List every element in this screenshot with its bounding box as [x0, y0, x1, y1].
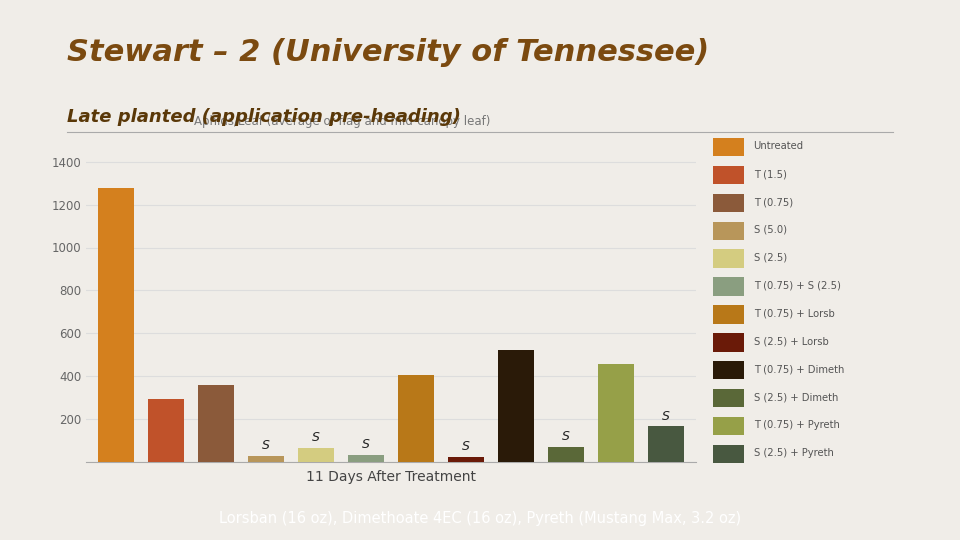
Bar — [598, 364, 634, 462]
Text: S (5.0): S (5.0) — [754, 225, 786, 235]
FancyBboxPatch shape — [712, 138, 744, 156]
FancyBboxPatch shape — [712, 305, 744, 323]
FancyBboxPatch shape — [712, 389, 744, 407]
Bar — [249, 456, 284, 462]
Text: T (0.75) + Pyreth: T (0.75) + Pyreth — [754, 420, 839, 430]
FancyBboxPatch shape — [712, 333, 744, 352]
Bar — [299, 448, 334, 462]
Text: T (0.75) + Lorsb: T (0.75) + Lorsb — [754, 309, 834, 319]
Text: S: S — [563, 430, 570, 443]
Bar — [648, 427, 684, 462]
Bar — [98, 187, 134, 462]
FancyBboxPatch shape — [712, 445, 744, 463]
Text: S (2.5) + Lorsb: S (2.5) + Lorsb — [754, 336, 828, 347]
Bar — [149, 399, 184, 462]
Text: S (2.5) + Dimeth: S (2.5) + Dimeth — [754, 393, 838, 402]
Text: Lorsban (16 oz), Dimethoate 4EC (16 oz), Pyreth (Mustang Max, 3.2 oz): Lorsban (16 oz), Dimethoate 4EC (16 oz),… — [219, 511, 741, 526]
Text: S: S — [662, 409, 670, 422]
Text: Late planted (application pre-heading): Late planted (application pre-heading) — [67, 108, 461, 126]
FancyBboxPatch shape — [712, 249, 744, 268]
Bar — [398, 375, 434, 462]
FancyBboxPatch shape — [712, 194, 744, 212]
FancyBboxPatch shape — [712, 221, 744, 240]
Text: T (0.75) + Dimeth: T (0.75) + Dimeth — [754, 364, 844, 374]
FancyBboxPatch shape — [712, 417, 744, 435]
X-axis label: 11 Days After Treatment: 11 Days After Treatment — [306, 470, 476, 484]
Bar — [498, 350, 534, 462]
Bar — [199, 384, 234, 462]
Bar — [348, 455, 384, 462]
Text: T (1.5): T (1.5) — [754, 169, 786, 179]
Text: S: S — [462, 440, 470, 453]
Text: T (0.75): T (0.75) — [754, 197, 793, 207]
Text: S (2.5): S (2.5) — [754, 253, 787, 263]
Text: Untreated: Untreated — [754, 141, 804, 151]
FancyBboxPatch shape — [712, 361, 744, 380]
Bar — [448, 457, 484, 462]
Text: S: S — [362, 438, 371, 451]
Text: S (2.5) + Pyreth: S (2.5) + Pyreth — [754, 448, 833, 458]
Text: Stewart – 2 (University of Tennessee): Stewart – 2 (University of Tennessee) — [67, 38, 709, 67]
FancyBboxPatch shape — [712, 278, 744, 296]
Bar — [548, 447, 584, 462]
FancyBboxPatch shape — [712, 166, 744, 184]
Text: S: S — [262, 440, 270, 453]
Text: T (0.75) + S (2.5): T (0.75) + S (2.5) — [754, 281, 840, 291]
Text: S: S — [312, 431, 321, 444]
Text: Aphids/Leaf (average of flag and mid-canopy leaf): Aphids/Leaf (average of flag and mid-can… — [194, 114, 491, 127]
